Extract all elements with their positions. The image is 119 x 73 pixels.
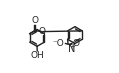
Text: +: + [69, 44, 75, 50]
Text: N: N [68, 44, 76, 54]
Text: O: O [32, 16, 39, 25]
Text: O: O [73, 39, 80, 48]
Text: ⁻O: ⁻O [52, 39, 64, 48]
Text: O: O [39, 27, 46, 36]
Text: OH: OH [30, 51, 44, 60]
